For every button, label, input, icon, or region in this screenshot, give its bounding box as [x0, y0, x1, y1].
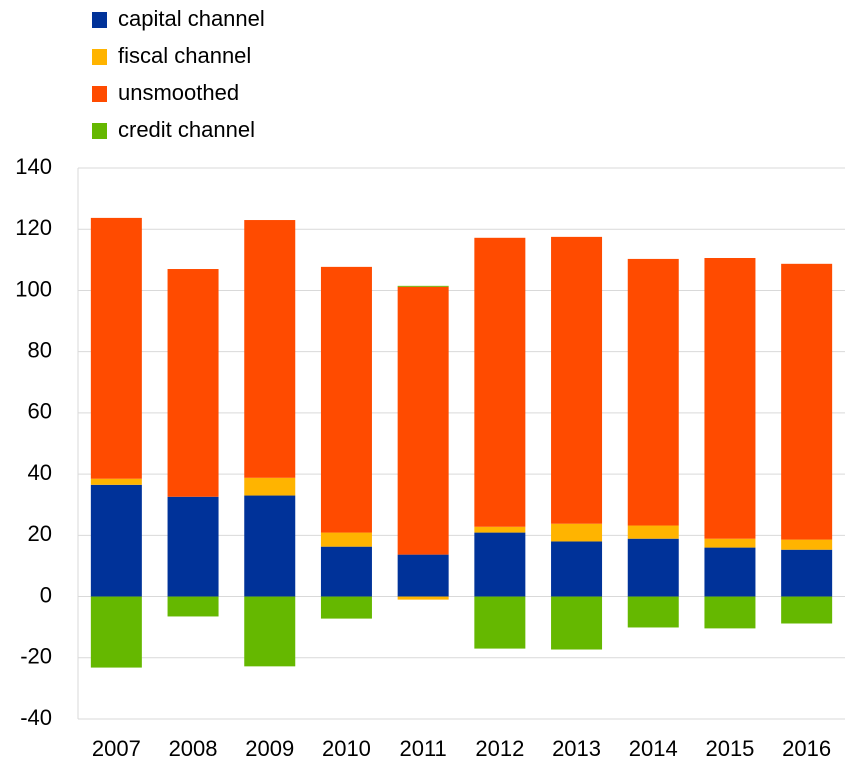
bar: [474, 532, 526, 597]
y-tick-label: 100: [15, 276, 52, 301]
bar: [551, 236, 603, 524]
y-tick-label: 0: [40, 582, 52, 607]
bar: [244, 220, 296, 478]
bar: [704, 538, 756, 548]
legend-swatch: [92, 12, 107, 28]
bar: [244, 477, 296, 496]
bar: [627, 538, 679, 597]
y-tick-label: 20: [28, 521, 52, 546]
bar: [627, 258, 679, 526]
bar: [704, 596, 756, 629]
x-tick-label: 2007: [92, 736, 141, 761]
bar: [474, 526, 526, 533]
bar: [397, 596, 449, 600]
bar: [90, 217, 142, 479]
x-tick-label: 2014: [629, 736, 678, 761]
bar: [781, 539, 833, 550]
bar: [704, 257, 756, 539]
legend-label: capital channel: [118, 6, 265, 31]
bar: [551, 596, 603, 650]
bar: [781, 596, 833, 624]
y-tick-label: -20: [20, 644, 52, 669]
x-tick-label: 2013: [552, 736, 601, 761]
bar: [781, 549, 833, 597]
bar: [167, 596, 219, 617]
bar: [397, 285, 449, 287]
bar: [320, 266, 372, 533]
y-tick-label: 80: [28, 337, 52, 362]
bar: [167, 269, 219, 497]
bar: [320, 596, 372, 619]
bar: [244, 596, 296, 667]
bar: [90, 478, 142, 485]
bar: [704, 547, 756, 597]
y-tick-label: 60: [28, 399, 52, 424]
x-tick-label: 2012: [475, 736, 524, 761]
x-tick-label: 2011: [399, 736, 446, 761]
x-tick-label: 2009: [245, 736, 294, 761]
bar: [551, 541, 603, 597]
bar: [397, 554, 449, 597]
bar: [474, 596, 526, 649]
bar: [781, 263, 833, 540]
x-tick-label: 2010: [322, 736, 371, 761]
legend-swatch: [92, 86, 107, 102]
bar: [397, 286, 449, 555]
bar: [627, 525, 679, 539]
x-tick-label: 2016: [782, 736, 831, 761]
bar: [90, 484, 142, 597]
y-tick-label: -40: [20, 705, 52, 730]
legend-swatch: [92, 49, 107, 65]
x-tick-label: 2015: [705, 736, 754, 761]
legend-label: fiscal channel: [118, 43, 251, 68]
bar: [244, 495, 296, 597]
bar: [167, 496, 219, 597]
bar: [474, 237, 526, 527]
bar: [627, 596, 679, 628]
y-tick-label: 120: [15, 215, 52, 240]
bar: [90, 596, 142, 668]
legend-label: credit channel: [118, 117, 255, 142]
legend-swatch: [92, 123, 107, 139]
bar: [320, 546, 372, 597]
bar: [320, 532, 372, 547]
x-tick-label: 2008: [169, 736, 218, 761]
bar: [551, 523, 603, 542]
y-tick-label: 140: [15, 154, 52, 179]
y-tick-label: 40: [28, 460, 52, 485]
legend-label: unsmoothed: [118, 80, 239, 105]
